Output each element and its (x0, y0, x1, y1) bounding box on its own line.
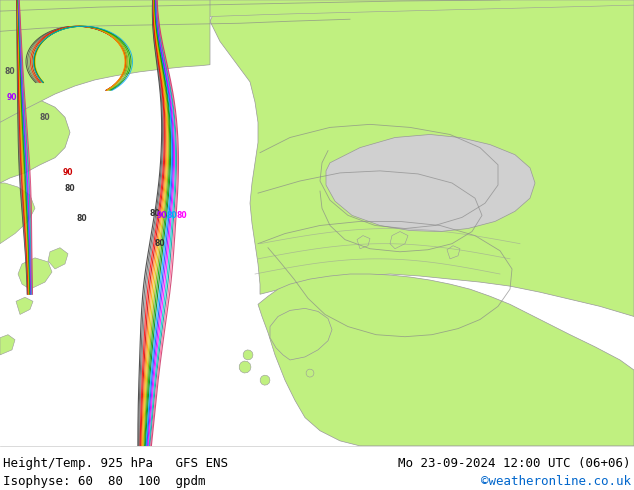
Polygon shape (258, 274, 634, 446)
Text: 80: 80 (177, 211, 187, 220)
Text: 80: 80 (4, 67, 15, 76)
Text: Isophyse: 60  80  100  gpdm: Isophyse: 60 80 100 gpdm (3, 475, 205, 488)
Polygon shape (210, 0, 634, 317)
Polygon shape (0, 335, 15, 355)
Polygon shape (306, 369, 314, 377)
Polygon shape (390, 232, 408, 249)
Text: 90: 90 (157, 211, 167, 220)
Polygon shape (0, 92, 70, 183)
Text: 80: 80 (65, 184, 75, 193)
Text: Height/Temp. 925 hPa   GFS ENS: Height/Temp. 925 hPa GFS ENS (3, 457, 228, 470)
Polygon shape (357, 236, 370, 249)
Text: 80: 80 (40, 113, 50, 122)
Polygon shape (239, 361, 251, 373)
Polygon shape (326, 134, 535, 232)
Polygon shape (360, 401, 634, 446)
Text: 90: 90 (63, 169, 74, 177)
Text: ©weatheronline.co.uk: ©weatheronline.co.uk (481, 475, 631, 488)
Polygon shape (0, 183, 35, 244)
Text: Mo 23-09-2024 12:00 UTC (06+06): Mo 23-09-2024 12:00 UTC (06+06) (399, 457, 631, 470)
Text: 80: 80 (150, 209, 160, 218)
Text: 80: 80 (167, 211, 178, 220)
Polygon shape (260, 375, 270, 385)
Polygon shape (447, 245, 460, 259)
Polygon shape (0, 0, 210, 122)
Polygon shape (18, 258, 52, 289)
Polygon shape (16, 297, 33, 315)
Text: 80: 80 (77, 214, 87, 223)
Polygon shape (270, 308, 332, 360)
Polygon shape (243, 350, 253, 360)
Polygon shape (0, 0, 634, 51)
Text: 80: 80 (155, 239, 165, 248)
Text: 90: 90 (7, 93, 17, 101)
Polygon shape (48, 248, 68, 269)
